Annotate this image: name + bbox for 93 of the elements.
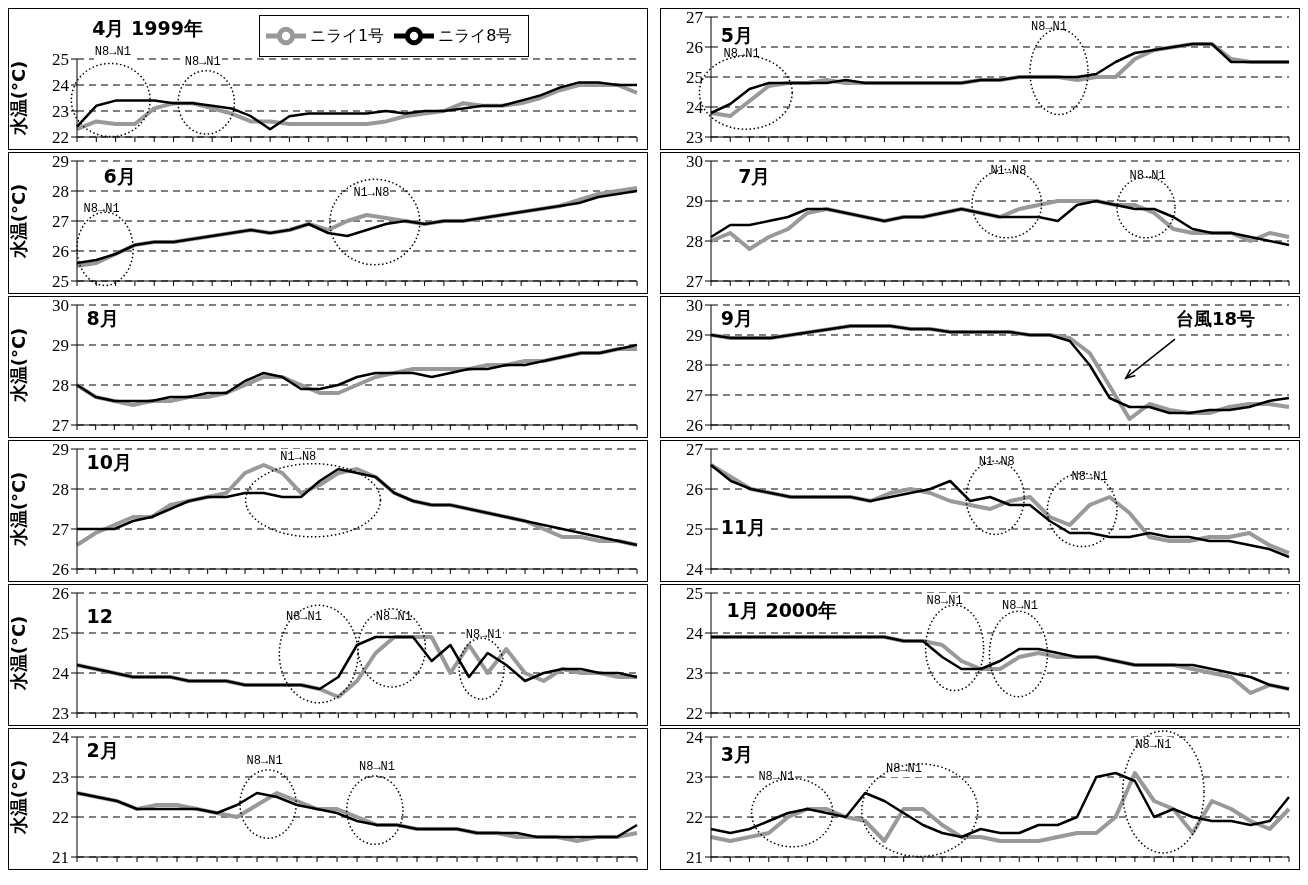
- y-tick-label: 23: [686, 664, 703, 684]
- text: N8→N1: [93, 43, 132, 60]
- annotation: 台風18号: [1175, 308, 1257, 330]
- y-tick-label: 29: [52, 336, 69, 356]
- chart-title: 7月: [736, 164, 773, 187]
- y-tick-label: 24: [52, 76, 70, 96]
- y-tick-label: 23: [686, 128, 703, 148]
- y-tick-label: 28: [52, 376, 69, 396]
- y-axis-title: 水温(°C): [8, 327, 30, 404]
- y-tick-label: 28: [686, 356, 703, 376]
- chart-title: 1月 2000年: [724, 599, 840, 622]
- y-tick-label: 29: [686, 326, 703, 346]
- chart-title: 3月: [718, 743, 756, 766]
- y-tick-label: 24: [52, 664, 70, 684]
- y-tick-label: 29: [52, 440, 69, 460]
- y-tick-label: 30: [52, 296, 69, 316]
- annotation: N8→N1: [284, 608, 323, 625]
- y-tick-label: 28: [686, 232, 703, 252]
- y-tick-label: 22: [686, 808, 703, 828]
- y-tick-label: 27: [686, 440, 704, 460]
- annotation: N8→N1: [464, 627, 503, 644]
- y-tick-label: 22: [686, 704, 703, 724]
- annotation: N8→N1: [1001, 597, 1040, 614]
- y-tick-label: 28: [52, 182, 69, 202]
- y-tick-label: 25: [686, 68, 703, 88]
- annotation: N8→N1: [1134, 737, 1173, 753]
- y-tick-label: 27: [686, 8, 704, 28]
- annotation: N8→N1: [722, 46, 761, 63]
- annotation: N8→N1: [374, 608, 413, 625]
- y-tick-label: 25: [686, 520, 703, 540]
- annotation: N8→N1: [245, 752, 284, 769]
- y-tick-label: 28: [52, 480, 69, 500]
- y-axis-title: 水温(°C): [8, 471, 30, 548]
- y-axis-title: 水温(°C): [8, 183, 30, 260]
- chart-title: 4月 1999年: [90, 17, 205, 39]
- text: 12: [84, 605, 116, 628]
- y-tick-label: 24: [686, 98, 704, 118]
- y-tick-label: 30: [686, 152, 703, 172]
- y-tick-label: 27: [686, 272, 704, 292]
- annotation: N8→N1: [1030, 19, 1069, 36]
- y-tick-label: 25: [686, 584, 703, 604]
- chart-title: 2月: [84, 739, 121, 762]
- legend-label: ニライ1号: [310, 25, 385, 45]
- y-axis-title: 水温(°C): [8, 60, 30, 137]
- y-tick-label: 22: [52, 808, 69, 828]
- y-tick-label: 26: [52, 242, 69, 262]
- y-tick-label: 23: [52, 102, 69, 122]
- annotation: N8→N1: [1070, 468, 1109, 485]
- y-tick-label: 25: [52, 50, 69, 70]
- annotation: N8→N1: [925, 593, 964, 609]
- annotation: N1→N8: [279, 449, 318, 465]
- y-tick-label: 26: [52, 584, 69, 604]
- y-tick-label: 27: [52, 416, 70, 436]
- y-tick-label: 23: [52, 704, 69, 724]
- annotation: N8→N1: [1128, 168, 1167, 185]
- y-tick-label: 24: [686, 624, 704, 644]
- y-tick-label: 26: [52, 560, 69, 580]
- annotation: N1→N8: [352, 185, 391, 202]
- y-axis-title: 水温(°C): [8, 759, 30, 836]
- y-tick-label: 26: [686, 416, 703, 436]
- y-tick-label: 27: [686, 386, 704, 406]
- y-tick-label: 21: [52, 848, 69, 868]
- chart-title: 5月: [718, 24, 756, 47]
- chart-title: 10月: [84, 451, 135, 474]
- y-tick-label: 26: [686, 38, 703, 58]
- chart-title: 6月: [101, 164, 138, 187]
- annotation: N8→N1: [885, 761, 924, 778]
- annotation: N8→N1: [757, 768, 796, 785]
- y-tick-label: 25: [52, 624, 69, 644]
- y-tick-label: 22: [52, 128, 69, 148]
- y-tick-label: 30: [686, 296, 703, 316]
- y-tick-label: 21: [686, 848, 703, 868]
- y-tick-label: 24: [686, 560, 704, 580]
- annotation: N1→N8: [989, 163, 1028, 180]
- y-tick-label: 26: [686, 480, 703, 500]
- y-tick-label: 23: [52, 768, 69, 788]
- y-axis-title: 水温(°C): [8, 615, 30, 692]
- annotation: N1→N8: [977, 453, 1016, 470]
- chart-title: 9月: [718, 307, 756, 330]
- y-tick-label: 23: [686, 768, 703, 788]
- y-tick-label: 29: [686, 192, 703, 212]
- legend-label: ニライ8号: [438, 25, 513, 45]
- y-tick-label: 24: [686, 728, 704, 748]
- y-tick-label: 25: [52, 272, 69, 292]
- y-tick-label: 27: [52, 520, 70, 540]
- chart-title: 8月: [84, 307, 121, 330]
- annotation: N8→N1: [183, 53, 222, 70]
- text: 11月: [718, 516, 769, 539]
- y-tick-label: 29: [52, 152, 69, 172]
- annotation: N8→N1: [358, 758, 397, 775]
- annotation: N8→N1: [82, 201, 121, 218]
- y-tick-label: 27: [52, 212, 70, 232]
- y-tick-label: 24: [52, 728, 70, 748]
